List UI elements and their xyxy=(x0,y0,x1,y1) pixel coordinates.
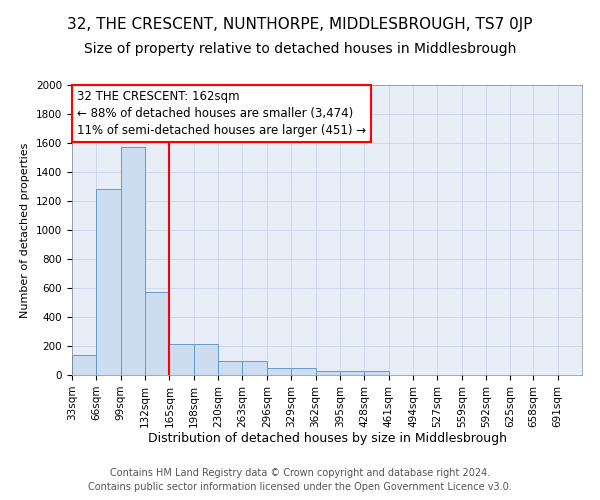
Bar xyxy=(194,344,218,375)
Bar xyxy=(242,360,267,375)
Bar xyxy=(121,148,145,375)
Text: Size of property relative to detached houses in Middlesbrough: Size of property relative to detached ho… xyxy=(84,42,516,56)
Bar xyxy=(218,360,242,375)
Bar xyxy=(267,368,291,375)
Y-axis label: Number of detached properties: Number of detached properties xyxy=(20,142,31,318)
Bar xyxy=(145,292,169,375)
Bar xyxy=(291,368,316,375)
X-axis label: Distribution of detached houses by size in Middlesbrough: Distribution of detached houses by size … xyxy=(148,432,506,446)
Bar xyxy=(169,344,194,375)
Bar xyxy=(364,370,389,375)
Bar xyxy=(72,354,97,375)
Bar xyxy=(316,370,340,375)
Bar xyxy=(97,190,121,375)
Text: 32 THE CRESCENT: 162sqm
← 88% of detached houses are smaller (3,474)
11% of semi: 32 THE CRESCENT: 162sqm ← 88% of detache… xyxy=(77,90,366,137)
Bar xyxy=(340,370,364,375)
Text: Contains HM Land Registry data © Crown copyright and database right 2024.
Contai: Contains HM Land Registry data © Crown c… xyxy=(88,468,512,492)
Text: 32, THE CRESCENT, NUNTHORPE, MIDDLESBROUGH, TS7 0JP: 32, THE CRESCENT, NUNTHORPE, MIDDLESBROU… xyxy=(67,18,533,32)
